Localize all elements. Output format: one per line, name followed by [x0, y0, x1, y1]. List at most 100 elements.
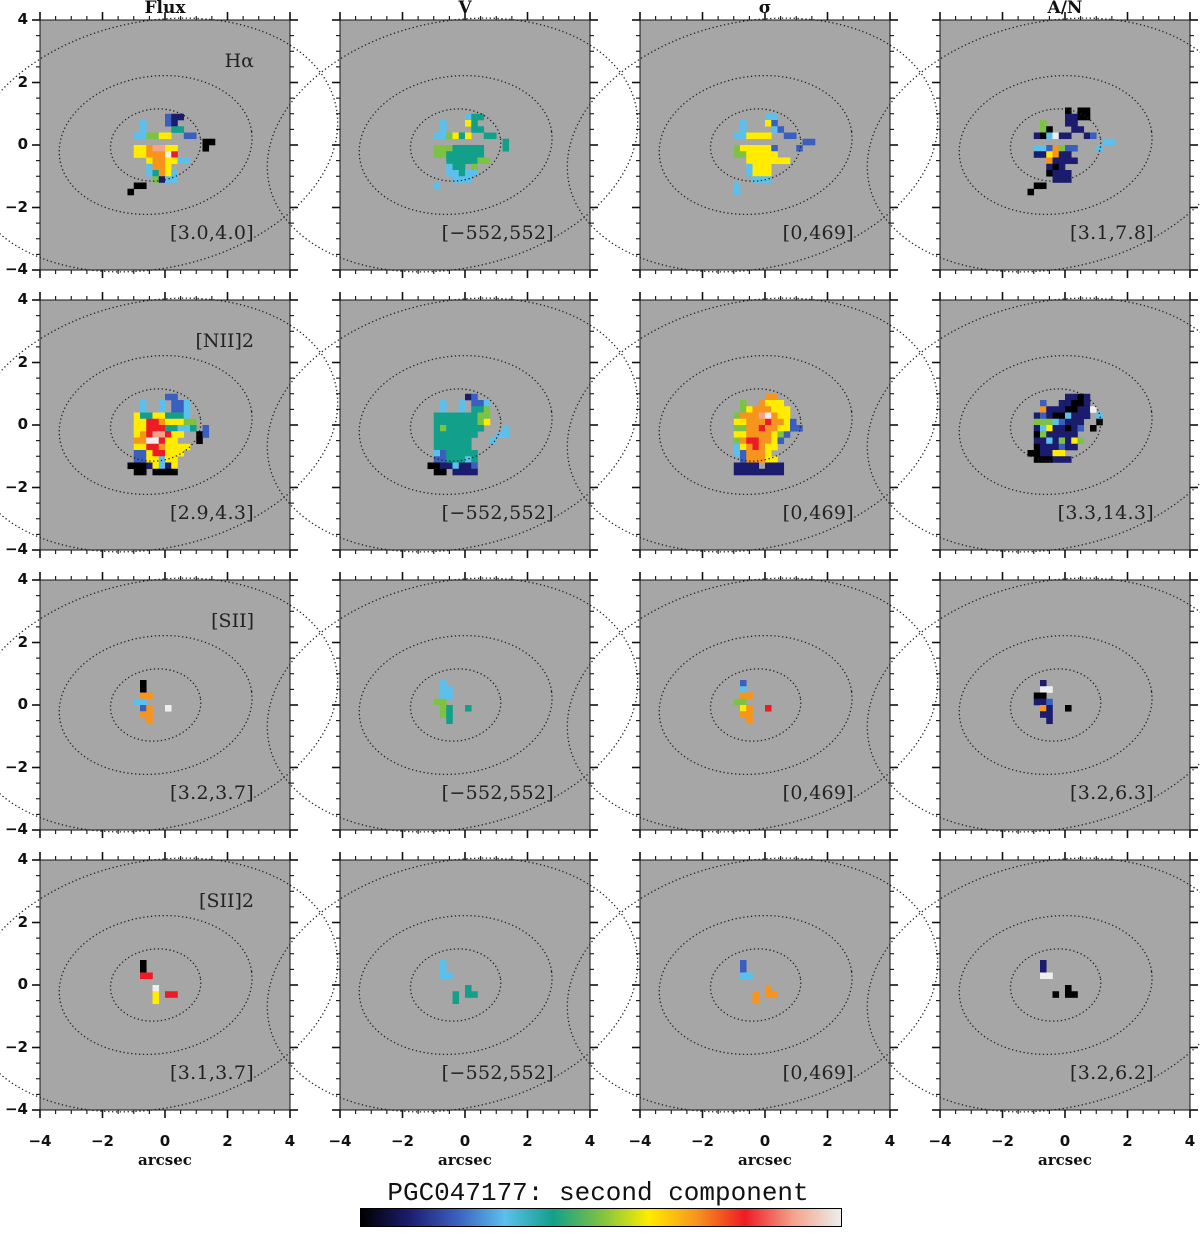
spaxel-cell: [758, 406, 766, 413]
spaxel-cell: [1058, 145, 1066, 152]
spaxel-cell: [1046, 698, 1053, 706]
spaxel-cell: [777, 400, 785, 407]
isophote-contour: [109, 668, 202, 742]
spaxel-cell: [452, 437, 460, 445]
spaxel-cell: [1040, 972, 1047, 980]
spaxel-cell: [758, 412, 766, 420]
spaxel-cell: [146, 443, 153, 451]
spaxel-cell: [740, 400, 747, 407]
spaxel-cell: [1052, 418, 1060, 426]
spaxel-cell: [158, 450, 166, 457]
spaxel-cell: [140, 462, 147, 470]
spaxel-cell: [740, 443, 747, 451]
spaxel-cell: [1077, 393, 1085, 401]
spaxel-cell: [458, 170, 466, 177]
spaxel-cell: [752, 462, 760, 470]
spaxel-cell: [752, 406, 760, 413]
spaxel-cell: [746, 425, 753, 432]
spaxel-cell: [146, 437, 153, 445]
spaxel-cell: [1065, 113, 1072, 121]
spaxel-cell: [165, 443, 172, 451]
spaxel-cell: [165, 412, 172, 420]
x-tick-label: 0: [159, 1132, 171, 1150]
spaxel-cell: [1040, 126, 1047, 133]
spaxel-cell: [465, 120, 472, 127]
spaxel-cell: [1071, 157, 1078, 165]
spaxel-cell: [1071, 393, 1078, 401]
spaxel-cell: [790, 132, 797, 140]
spaxel-cell: [140, 450, 147, 457]
spaxel-cell: [765, 431, 772, 438]
spaxel-cell: [758, 456, 766, 463]
spaxel-cell: [1046, 418, 1053, 426]
spaxel-cell: [471, 412, 478, 420]
spaxel-cell: [158, 176, 166, 183]
spaxel-cell: [1071, 406, 1078, 413]
spaxel-cell: [140, 692, 147, 700]
spaxel-cell: [740, 151, 747, 158]
spaxel-cell: [465, 425, 472, 432]
spaxel-cell: [1040, 145, 1047, 152]
spaxel-cell: [165, 393, 172, 401]
spaxel-cell: [465, 462, 472, 470]
isophote-contour: [958, 634, 1153, 776]
spaxel-cell: [1090, 425, 1097, 432]
spaxel-cell: [1077, 412, 1085, 420]
spaxel-cell: [1052, 443, 1060, 451]
spaxel-cell: [146, 717, 153, 725]
spaxel-cell: [1033, 456, 1041, 463]
spaxel-cell: [446, 431, 453, 438]
spaxel-cell: [1077, 425, 1085, 432]
spaxel-cell: [1083, 132, 1091, 140]
spaxel-cell: [452, 132, 460, 140]
spaxel-cell: [452, 157, 460, 165]
spaxel-cell: [740, 462, 747, 470]
y-tick-label: −2: [4, 757, 28, 776]
spaxel-cell: [171, 126, 178, 133]
spaxel-cell: [765, 991, 772, 998]
spaxel-cell: [777, 412, 785, 420]
spaxel-cell: [1046, 717, 1053, 725]
spaxel-cell: [452, 145, 460, 152]
y-tick-label: 2: [17, 632, 28, 651]
spaxel-cell: [746, 151, 753, 158]
spaxel-cell: [765, 393, 772, 401]
spaxel-cell: [1046, 456, 1053, 463]
spaxel-cell: [158, 462, 166, 470]
spaxel-cell: [1052, 176, 1060, 183]
spaxel-cell: [465, 705, 472, 712]
spaxel-cell: [765, 437, 772, 445]
spaxel-cell: [1040, 960, 1047, 967]
spaxel-cell: [1033, 145, 1041, 152]
spaxel-cell: [733, 462, 741, 470]
spaxel-cell: [152, 468, 160, 476]
spaxel-cell: [1083, 400, 1091, 407]
spaxel-cell: [752, 431, 760, 438]
spaxel-cell: [133, 412, 141, 420]
y-tick-label: 2: [17, 352, 28, 371]
spaxel-cell: [765, 985, 772, 992]
spaxel-cell: [477, 113, 485, 121]
spaxel-cell: [496, 431, 503, 438]
spaxel-cell: [190, 418, 197, 426]
spaxel-cell: [765, 157, 772, 165]
figure-title: PGC047177: second component: [387, 1178, 809, 1208]
spaxel-cell: [1071, 145, 1078, 152]
spaxel-cell: [1058, 176, 1066, 183]
spaxel-cell: [152, 450, 160, 457]
spaxel-cell: [740, 972, 747, 980]
spaxel-cell: [440, 145, 447, 152]
isophote-contour: [0, 577, 339, 833]
x-tick-label: 2: [822, 1132, 833, 1150]
spaxel-cell: [746, 468, 753, 476]
spaxel-cell: [477, 157, 485, 165]
spaxel-cell: [190, 425, 197, 432]
spaxel-cell: [746, 163, 753, 171]
spaxel-cell: [446, 705, 453, 712]
spaxel-cell: [165, 431, 172, 438]
spaxel-cell: [1033, 692, 1041, 700]
spaxel-cell: [1033, 431, 1041, 438]
spaxel-cell: [471, 468, 478, 476]
spaxel-cell: [1046, 443, 1053, 451]
